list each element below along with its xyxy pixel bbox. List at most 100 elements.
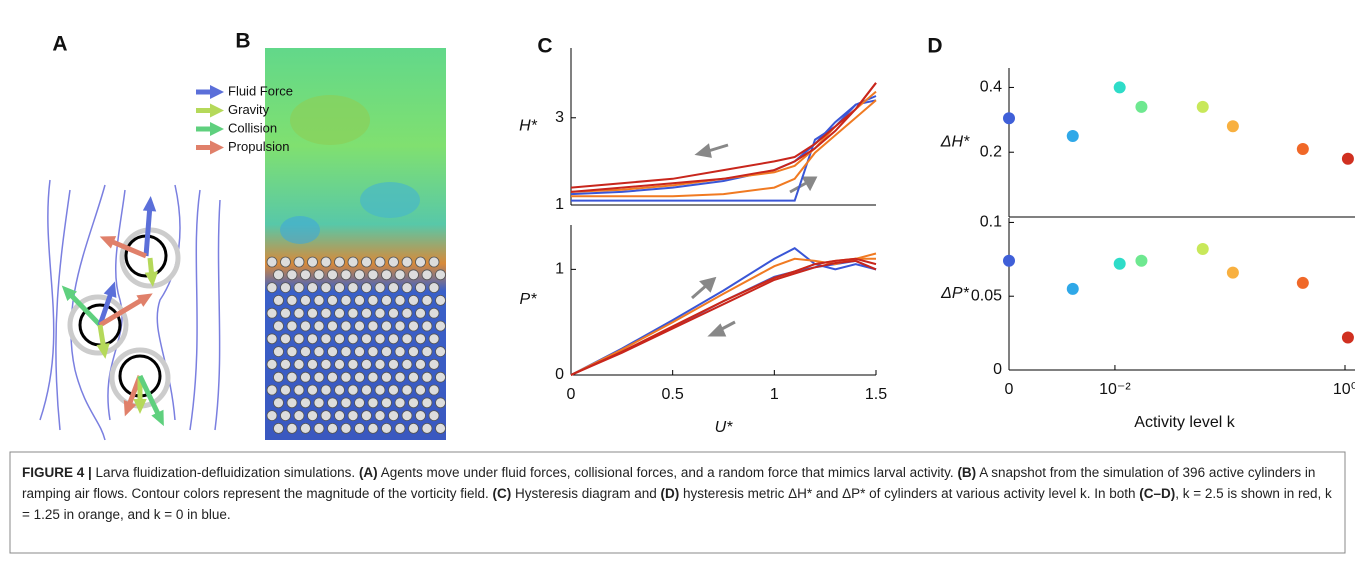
cylinder [280,358,291,370]
cylinder [381,422,392,434]
caption-run: (B) [957,465,977,480]
cylinder [286,422,298,434]
cylinder [435,346,446,358]
cylinder [266,358,278,370]
cylinder [307,410,318,422]
force-arrow-head [61,285,77,301]
cylinder [367,422,379,434]
cylinder [280,282,291,294]
cylinder [273,371,284,383]
cylinder [361,282,372,294]
cylinder [394,320,406,332]
force-arrow [98,295,147,328]
cylinder [334,282,345,294]
point [1196,242,1209,255]
cylinder [293,256,305,268]
cylinder [266,307,278,319]
caption-run: A snapshot from the simulation of 396 ac… [22,465,1316,501]
y-tick-label: 0.4 [980,79,1002,96]
y-axis-label: ΔH* [940,134,970,151]
cylinder [421,346,433,358]
point [1066,130,1079,143]
cylinder [361,358,372,370]
cylinder [408,320,419,332]
cylinder [307,333,318,345]
cylinder [415,358,426,370]
cylinder [327,294,338,306]
cylinder [300,294,311,306]
cylinder [428,384,440,396]
cylinder [286,320,298,332]
cylinder [354,269,365,281]
caption-run: Agents move under fluid forces, collisio… [377,465,958,480]
line-series [571,99,877,198]
line-series [570,247,877,376]
cylinder [354,294,365,306]
force-arrow-head [136,293,153,307]
cylinder [340,371,352,383]
force-arrow-head [103,281,117,298]
cylinder [381,371,392,383]
y-axis-label: ΔP* [940,285,969,302]
x-tick-label: 1 [770,386,779,403]
point [1003,112,1015,125]
line-series [570,82,877,193]
cylinder [300,422,311,434]
cylinder [415,282,426,294]
cylinder [435,269,446,281]
cylinder [266,384,278,396]
y-tick-label: 0.2 [980,143,1002,160]
cylinder [334,333,345,345]
cylinder [320,410,332,422]
cylinder [293,410,305,422]
line-series [570,82,877,189]
cylinder [361,384,372,396]
cylinder [293,358,305,370]
panel-label: B [235,30,250,53]
y-tick-label: 0.05 [971,287,1002,304]
cylinder [408,371,419,383]
cylinder [421,397,433,409]
cylinder [307,384,318,396]
x-tick-label: 0.5 [662,386,684,403]
cylinder [334,384,345,396]
cylinder [428,282,440,294]
cylinder [401,384,413,396]
cylinder [354,320,365,332]
cylinder [415,307,426,319]
cylinder [313,422,325,434]
legend-label: Propulsion [228,139,289,154]
cylinder [354,346,365,358]
force-arrow-head [99,236,117,249]
cylinder [435,320,446,332]
cylinder [388,256,399,268]
cylinder [327,371,338,383]
force-arrow-head [142,196,157,212]
cylinder [408,269,419,281]
caption-run: Hysteresis diagram and [511,486,661,501]
cylinder [367,269,379,281]
cylinder [340,346,352,358]
cylinder [388,358,399,370]
cylinder [374,358,386,370]
cylinder [347,307,359,319]
cylinder [293,333,305,345]
cylinder [300,397,311,409]
cylinder [327,346,338,358]
cylinder [374,384,386,396]
cylinder [327,397,338,409]
cylinder [340,320,352,332]
caption-run: FIGURE 4 | [22,465,92,480]
x-tick-label: 0 [1005,381,1014,398]
cylinder [293,307,305,319]
legend-arrow-head [210,122,224,136]
caption-run: hysteresis metric ΔH* and ΔP* of cylinde… [679,486,1140,501]
cylinder [428,410,440,422]
cylinder [388,333,399,345]
force-arrow [97,289,115,326]
cylinder [307,307,318,319]
cylinder [307,358,318,370]
legend-arrow-head [210,85,224,99]
caption-run: Larva fluidization-defluidization simula… [91,465,359,480]
